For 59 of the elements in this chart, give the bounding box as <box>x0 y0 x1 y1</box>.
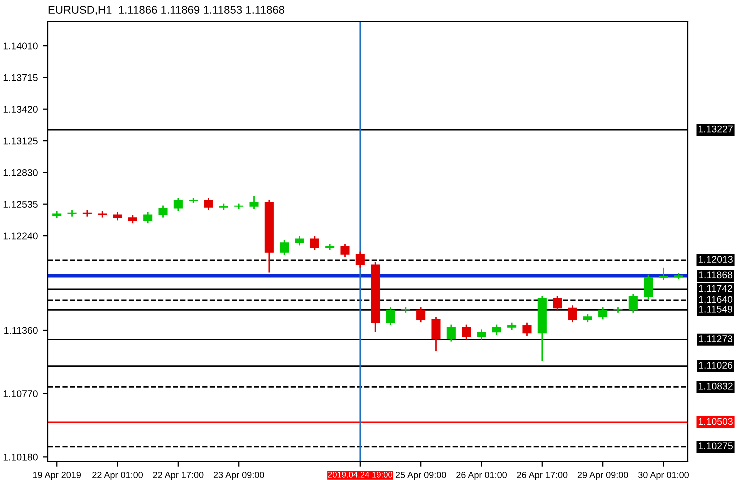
ref-line-label: 1.10832 <box>698 382 733 390</box>
ref-line-label: 1.10503 <box>698 418 733 426</box>
candlestick <box>158 205 168 218</box>
y-tick-label: 1.13715 <box>4 74 38 82</box>
candlestick <box>416 306 426 324</box>
x-tick-label: 23 Apr 09:00 <box>214 472 264 480</box>
candlestick <box>189 197 198 204</box>
x-tick-label: 2019.04.24 19:00 <box>328 472 393 478</box>
ref-line-label: 1.13227 <box>698 126 733 133</box>
y-tick-label: 1.12535 <box>4 201 38 208</box>
y-tick-label: 1.10770 <box>4 390 38 398</box>
x-tick-label: 26 Apr 17:00 <box>517 472 568 480</box>
candlestick <box>477 328 486 341</box>
candlestick <box>250 195 259 210</box>
candlestick <box>553 295 562 312</box>
y-tick-label: 1.12240 <box>4 232 38 240</box>
x-tick-label: 22 Apr 01:00 <box>92 472 144 480</box>
ref-line-label: 1.11026 <box>699 362 733 369</box>
y-tick-label: 1.10180 <box>4 454 38 461</box>
x-tick-label: 30 Apr 01:00 <box>638 472 689 480</box>
candlestick <box>522 322 532 337</box>
candlestick <box>568 304 578 324</box>
candlestick <box>144 212 153 224</box>
x-tick-label: 26 Apr 01:00 <box>456 472 507 480</box>
candlestick <box>492 324 502 336</box>
ref-line-label: 1.11742 <box>699 285 733 292</box>
y-tick-label: 1.11360 <box>4 327 38 334</box>
x-tick-label: 25 Apr 09:00 <box>396 472 446 480</box>
y-tick-label: 1.14010 <box>4 42 38 50</box>
ref-line-label: 1.10275 <box>698 442 733 450</box>
x-tick-label: 19 Apr 2019 <box>33 472 82 480</box>
candlestick <box>598 306 608 320</box>
candlestick <box>340 244 350 258</box>
y-tick-label: 1.13420 <box>4 106 38 113</box>
candlestick <box>280 240 290 256</box>
ref-line-label: 1.12013 <box>698 256 733 264</box>
x-tick-label: 22 Apr 17:00 <box>153 472 204 480</box>
candlestick <box>644 274 654 300</box>
candlestick <box>310 236 320 252</box>
chart-title: EURUSD,H1 1.11866 1.11869 1.11853 1.11868 <box>48 6 285 16</box>
candlestick <box>462 324 472 341</box>
candlestick <box>401 306 410 314</box>
candlestick <box>295 236 304 246</box>
y-tick-label: 1.13125 <box>4 138 38 145</box>
ref-line-label: 1.11273 <box>699 336 733 342</box>
candlestick <box>204 197 214 211</box>
x-tick-label: 29 Apr 09:00 <box>578 472 628 480</box>
candlestick <box>446 324 456 342</box>
candlestick <box>356 251 365 269</box>
candlestick <box>628 293 638 314</box>
candlestick <box>174 197 183 212</box>
ref-line-label: 1.11549 <box>699 306 733 313</box>
ref-line-label: 1.11868 <box>699 272 733 279</box>
candlestick <box>614 306 623 314</box>
candlestick <box>386 306 396 326</box>
ref-line-label: 1.11640 <box>699 296 733 304</box>
candlestick <box>432 316 441 352</box>
candlestick <box>659 267 668 281</box>
y-tick-label: 1.12830 <box>4 169 38 176</box>
